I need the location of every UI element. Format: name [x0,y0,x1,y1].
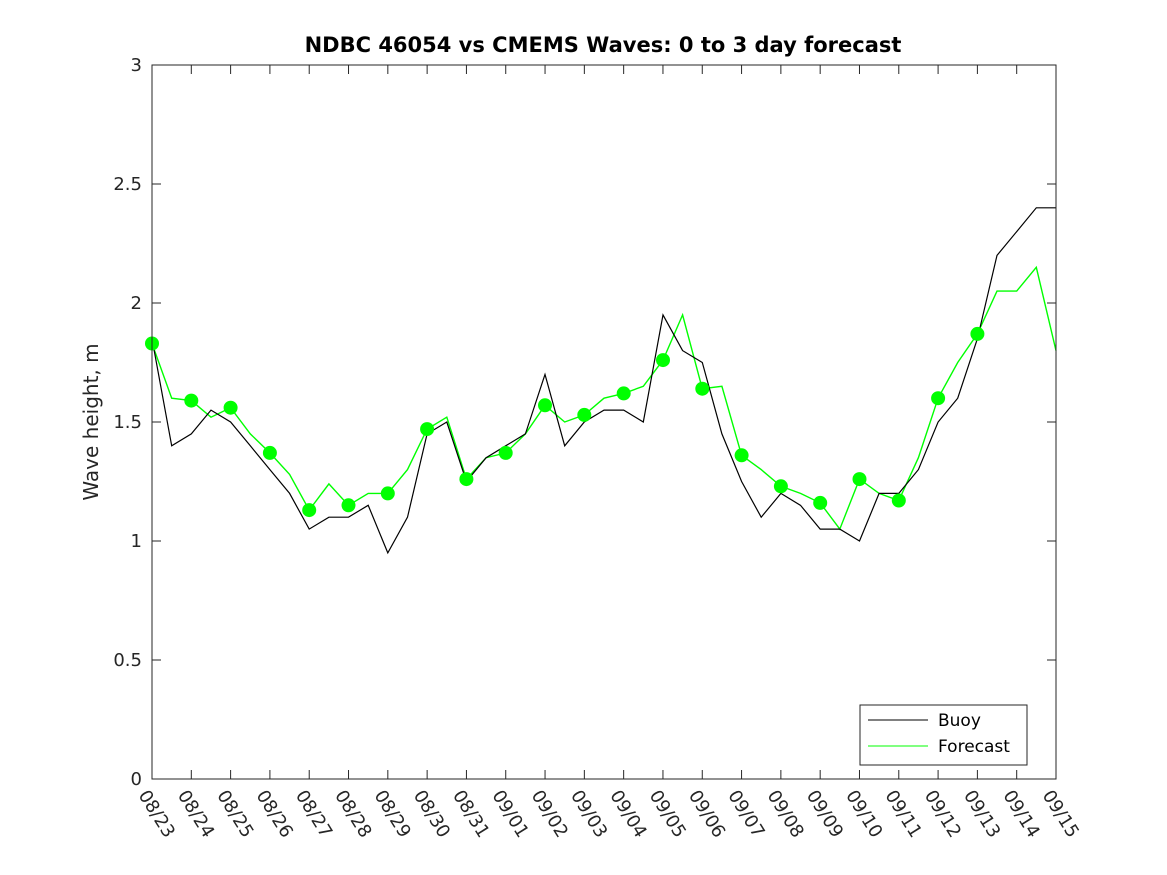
forecast-point [184,393,199,408]
forecast-point [223,400,238,415]
x-tick-label: 09/06 [684,787,729,842]
x-tick-label: 08/24 [173,787,218,842]
x-tick-label: 08/28 [330,787,375,842]
y-tick-label: 0.5 [113,650,142,671]
forecast-point [891,493,906,508]
forecast-point [773,479,788,494]
forecast-point [341,498,356,513]
x-tick-label: 09/08 [763,787,808,842]
x-tick-label: 08/25 [212,787,257,842]
x-tick-label: 08/26 [252,787,297,842]
y-axis: 0 0.5 1 1.5 2 2.5 3 [113,55,1056,790]
forecast-point [931,391,946,406]
x-tick-label: 09/15 [1038,787,1083,842]
y-tick-label: 2 [131,293,142,314]
x-tick-label: 09/09 [802,787,847,842]
y-tick-label: 1 [131,531,142,552]
y-tick-label: 1.5 [113,412,142,433]
forecast-point [695,381,710,396]
x-tick-label: 08/23 [134,787,179,842]
x-tick-label: 08/31 [448,787,493,842]
x-tick-label: 09/02 [527,787,572,842]
x-tick-label: 09/13 [959,787,1004,842]
chart-title: NDBC 46054 vs CMEMS Waves: 0 to 3 day fo… [305,33,902,57]
forecast-point [813,495,828,510]
marker-layer [145,326,985,518]
legend-box [859,704,1028,766]
forecast-point [734,448,749,463]
x-tick-label: 09/01 [487,787,532,842]
x-tick-label: 09/10 [841,787,886,842]
legend: Buoy Forecast [859,704,1028,766]
forecast-point [577,407,592,422]
forecast-point [616,386,631,401]
legend-forecast-label: Forecast [938,737,1010,757]
forecast-point [420,422,435,437]
legend-buoy-label: Buoy [938,711,981,731]
forecast-point [380,486,395,501]
y-tick-label: 3 [131,55,142,76]
forecast-point [656,353,670,368]
y-tick-label: 0 [131,769,142,790]
x-tick-label: 09/12 [920,787,965,842]
forecast-point [498,445,513,460]
y-axis-label: Wave height, m [79,343,103,500]
forecast-point [538,398,552,413]
forecast-point [302,503,317,518]
x-tick-label: 09/04 [605,787,650,842]
forecast-point [970,326,985,341]
x-tick-label: 08/30 [409,787,454,842]
x-tick-label: 09/07 [723,787,768,842]
buoy-series-line [151,207,1056,555]
x-tick-label: 09/14 [998,787,1043,842]
forecast-point [852,472,867,487]
x-tick-label: 09/03 [566,787,611,842]
forecast-point [459,472,474,487]
forecast-point [262,445,277,460]
x-tick-label: 09/05 [645,787,690,842]
x-tick-label: 09/11 [881,787,926,842]
y-tick-label: 2.5 [113,174,142,195]
x-tick-label: 08/29 [370,787,415,842]
plot-area [152,65,1056,779]
series-layer [151,207,1057,555]
x-tick-label: 08/27 [291,787,336,842]
